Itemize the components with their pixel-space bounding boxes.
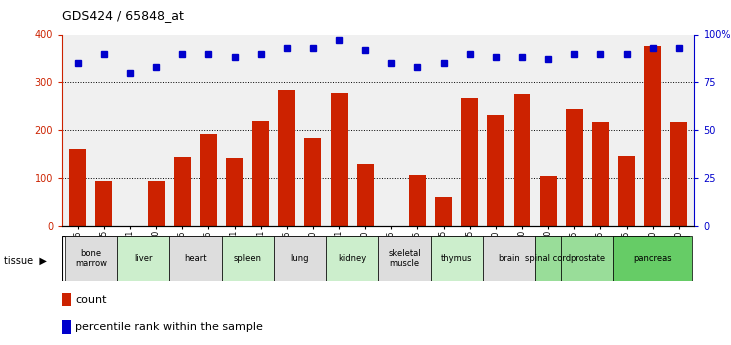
Bar: [461, 98, 478, 226]
Text: pancreas: pancreas: [633, 254, 672, 263]
Text: skeletal
muscle: skeletal muscle: [388, 249, 421, 268]
Bar: [305, 138, 322, 226]
Text: tissue  ▶: tissue ▶: [4, 256, 47, 265]
Bar: [326, 236, 378, 281]
Text: lung: lung: [291, 254, 309, 263]
Bar: [566, 109, 583, 226]
Bar: [174, 157, 191, 226]
Bar: [670, 122, 687, 226]
Text: percentile rank within the sample: percentile rank within the sample: [75, 322, 263, 332]
Bar: [513, 94, 531, 226]
Bar: [539, 176, 556, 226]
Text: GDS424 / 65848_at: GDS424 / 65848_at: [62, 9, 184, 22]
Text: thymus: thymus: [441, 254, 472, 263]
Bar: [274, 236, 326, 281]
Bar: [69, 149, 86, 226]
Text: bone
marrow: bone marrow: [75, 249, 107, 268]
Bar: [357, 164, 374, 226]
Bar: [148, 181, 164, 226]
Bar: [170, 236, 221, 281]
Text: brain: brain: [498, 254, 520, 263]
Text: liver: liver: [134, 254, 152, 263]
Bar: [561, 236, 613, 281]
Bar: [431, 236, 482, 281]
Bar: [378, 236, 431, 281]
Text: count: count: [75, 295, 107, 305]
Bar: [65, 236, 117, 281]
Bar: [96, 181, 113, 226]
Bar: [613, 236, 692, 281]
Bar: [618, 156, 635, 226]
Text: spinal cord: spinal cord: [525, 254, 571, 263]
Text: spleen: spleen: [234, 254, 262, 263]
Text: prostate: prostate: [569, 254, 605, 263]
Bar: [409, 175, 426, 226]
Bar: [482, 236, 535, 281]
Bar: [252, 121, 269, 226]
Bar: [62, 293, 72, 306]
Bar: [435, 197, 452, 226]
Bar: [330, 93, 348, 226]
Text: heart: heart: [184, 254, 207, 263]
Bar: [644, 47, 661, 226]
Bar: [221, 236, 274, 281]
Bar: [279, 90, 295, 226]
Bar: [200, 134, 217, 226]
Bar: [535, 236, 561, 281]
Bar: [592, 122, 609, 226]
Bar: [226, 158, 243, 226]
Bar: [117, 236, 170, 281]
Bar: [488, 115, 504, 226]
Text: kidney: kidney: [338, 254, 366, 263]
Bar: [62, 320, 72, 334]
